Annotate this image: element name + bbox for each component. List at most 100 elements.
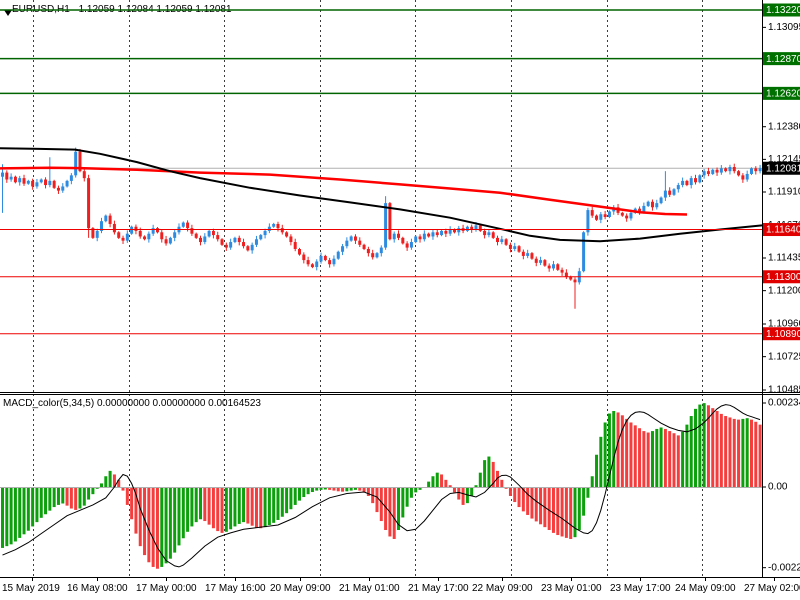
candle-body (44, 179, 48, 186)
candle-body (758, 168, 762, 172)
candle-body (422, 233, 426, 240)
macd-bar (560, 487, 564, 537)
macd-bar (530, 487, 534, 519)
macd-bar (508, 487, 512, 496)
time-axis-tick (369, 578, 370, 581)
price-badge (763, 161, 800, 175)
macd-bar (539, 487, 543, 525)
macd-bar (737, 419, 741, 487)
macd-bar (681, 431, 685, 487)
macd-bar (323, 487, 327, 490)
candle-body (366, 248, 370, 254)
candle-body (435, 232, 439, 236)
candle-body (310, 264, 314, 268)
macd-bar (595, 454, 599, 487)
price-badge (763, 3, 800, 17)
candle-body (646, 201, 650, 206)
macd-bar (448, 485, 452, 487)
ma-red-line (0, 166, 688, 216)
macd-bar (418, 487, 422, 490)
macd-bar (749, 419, 753, 487)
macd-bar (534, 487, 538, 522)
candle-body (508, 244, 512, 249)
candle-body (745, 173, 749, 180)
candle-body (556, 264, 560, 270)
candle-body (69, 175, 73, 181)
macd-bar (56, 487, 60, 505)
price-axis[interactable]: 1.130951.123801.121451.119101.116701.114… (762, 3, 800, 395)
candle-body (681, 180, 685, 186)
candle-body (285, 232, 289, 237)
candle-body (323, 255, 327, 261)
time-axis-label: 15 May 2019 (2, 583, 60, 594)
macd-bar (642, 431, 646, 487)
macd-bar (461, 487, 465, 505)
candle-body (388, 203, 392, 240)
macd-bar (328, 487, 332, 490)
macd-panel-canvas[interactable]: 0.0023435 0.00 -0.0022509 (0, 394, 800, 578)
macd-bar (612, 411, 616, 487)
price-chart-canvas[interactable]: 1.130951.123801.121451.119101.116701.114… (0, 0, 800, 394)
macd-axis[interactable]: 0.0023435 0.00 -0.0022509 (762, 398, 800, 574)
macd-bar (349, 487, 353, 491)
candle-body (18, 178, 22, 183)
macd-bar (487, 456, 491, 487)
candle-body (147, 233, 151, 240)
candle-body (711, 169, 715, 174)
candle-body (530, 253, 534, 259)
candle-body (353, 236, 357, 241)
macd-bar (100, 483, 104, 487)
macd-bar (65, 487, 69, 506)
candle-body (242, 242, 246, 247)
candle-body (74, 151, 78, 176)
candle-body (384, 203, 388, 248)
candle-body (663, 190, 667, 198)
candle-body (607, 211, 611, 218)
macd-bar (706, 405, 710, 487)
candle-body (620, 212, 624, 216)
macd-bar (603, 422, 607, 487)
time-axis-tick (502, 578, 503, 581)
price-badge (763, 86, 800, 100)
macd-bar (694, 408, 698, 487)
candle-body (31, 180, 35, 187)
macd-bar (379, 487, 383, 522)
time-axis-tick (32, 578, 33, 581)
time-axis[interactable]: 15 May 2019 16 May 08:00 17 May 00:00 17 Ma… (0, 578, 800, 600)
candle-body (211, 230, 215, 236)
time-axis-label: 17 May 16:00 (205, 583, 266, 594)
candle-body (82, 171, 86, 179)
candle-body (233, 237, 237, 243)
macd-bar (655, 428, 659, 487)
candle-body (457, 228, 461, 233)
candle-body (551, 264, 555, 269)
macd-bar (440, 474, 444, 487)
candle-body (478, 225, 482, 231)
candle-body (224, 244, 228, 248)
macd-bar (629, 422, 633, 487)
candle-body (405, 243, 409, 248)
macd-bar (336, 487, 340, 492)
macd-bar (582, 487, 586, 516)
macd-bar (143, 487, 147, 556)
candle-body (440, 230, 444, 236)
macd-bar (650, 431, 654, 487)
macd-bar (353, 487, 357, 490)
macd-bar (496, 470, 500, 487)
candle-body (117, 232, 121, 238)
symbol-dropdown-icon[interactable] (4, 10, 12, 16)
candle-body (465, 226, 469, 231)
macd-bar (134, 487, 138, 534)
candle-body (100, 221, 104, 231)
axis-tick-label: 1.11200 (768, 285, 800, 296)
candle-body (345, 240, 349, 247)
time-axis-label: 20 May 09:00 (270, 583, 331, 594)
candle-body (521, 251, 525, 256)
macd-bar (280, 487, 284, 517)
macd-bar (616, 412, 620, 487)
macd-bar (293, 487, 297, 505)
macd-bar (375, 487, 379, 513)
candle-body (26, 180, 30, 184)
macd-bar (190, 487, 194, 527)
